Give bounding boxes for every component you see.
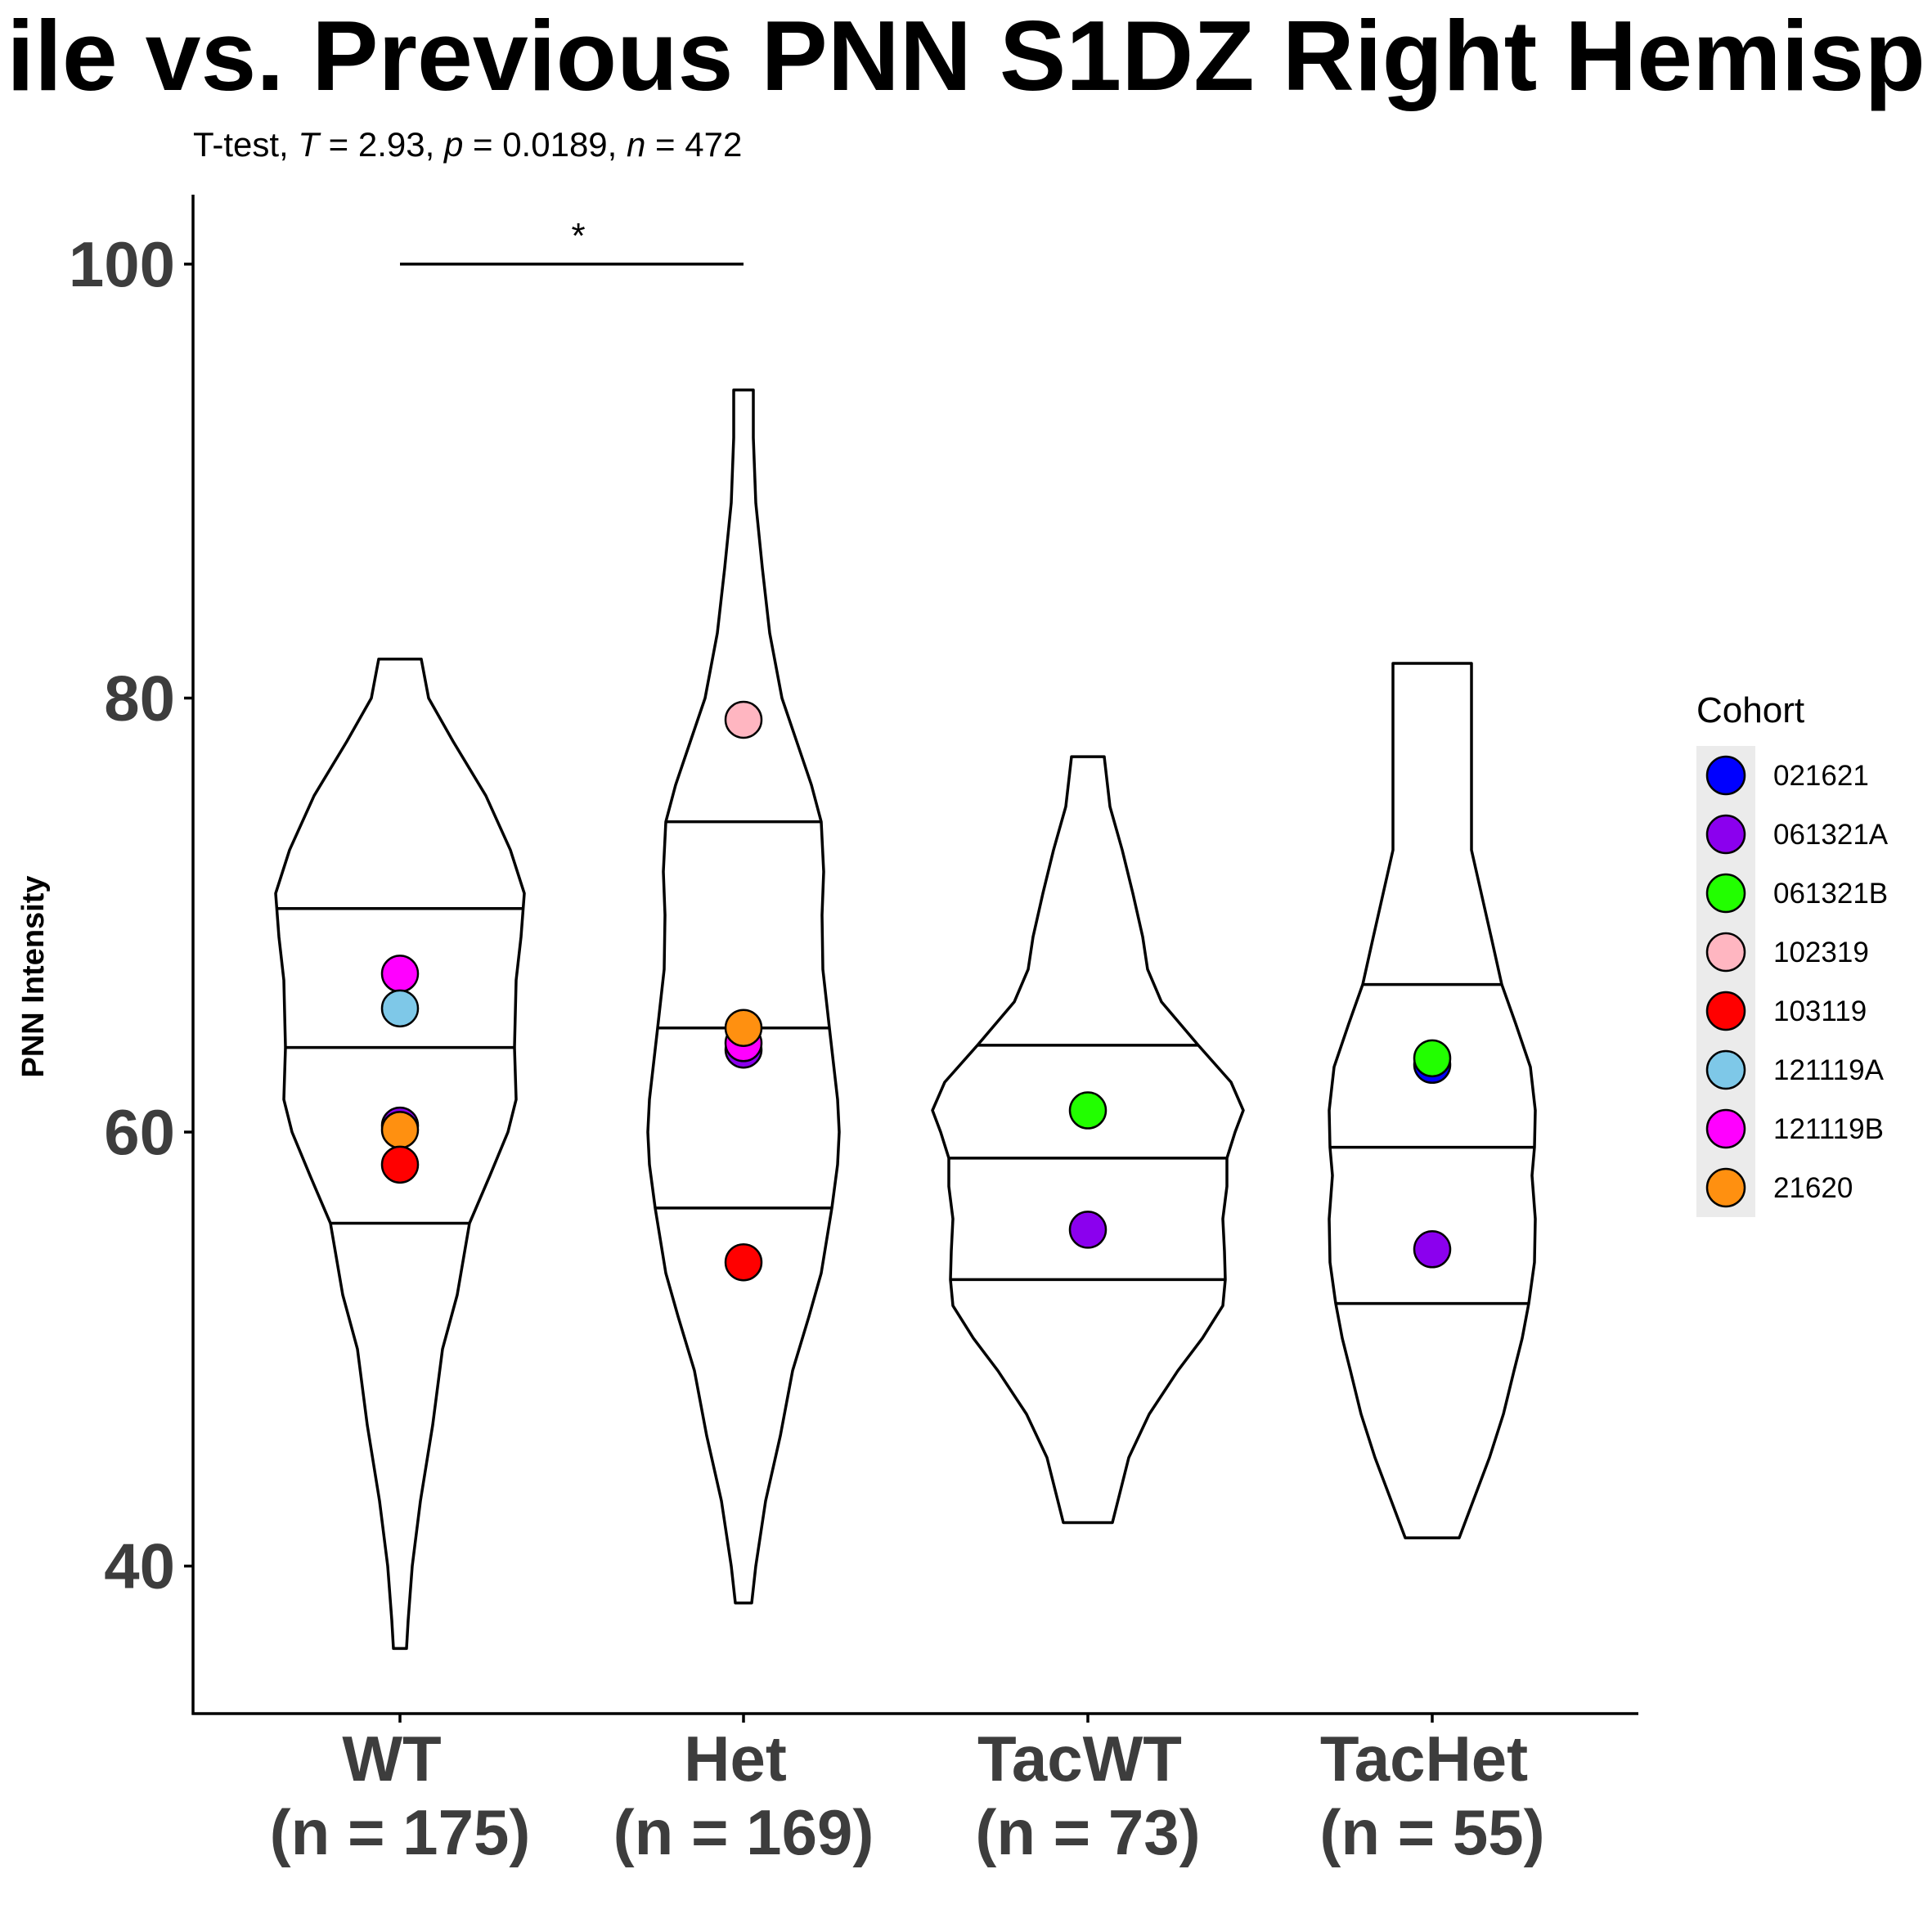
x-tick-count-TacHet: (n = 55) bbox=[1319, 1796, 1544, 1868]
chart-subtitle: T-test, T = 2.93, p = 0.0189, n = 472 bbox=[193, 125, 742, 164]
x-tick-label-TacWT: TacWT bbox=[977, 1723, 1182, 1795]
point-TacHet-061321B bbox=[1413, 1039, 1452, 1078]
x-tick-count-Het: (n = 169) bbox=[613, 1796, 874, 1868]
points-layer bbox=[380, 700, 1452, 1282]
violins-layer bbox=[274, 389, 1537, 1651]
point-TacWT-061321A bbox=[1068, 1211, 1108, 1249]
subtitle-t-symbol: T bbox=[298, 125, 321, 164]
violin-outline-TacHet bbox=[1328, 662, 1537, 1539]
legend-label-061321A: 061321A bbox=[1773, 819, 1889, 851]
legend-label-102319: 102319 bbox=[1773, 937, 1869, 968]
x-tick-count-TacWT: (n = 73) bbox=[975, 1796, 1200, 1868]
legend-swatch-21620 bbox=[1705, 1167, 1746, 1208]
legend-label-021621: 021621 bbox=[1773, 760, 1869, 792]
violin-TacHet bbox=[1328, 662, 1537, 1539]
subtitle-p-value: = 0.0189, bbox=[463, 125, 627, 164]
legend: Cohort 021621 061321A 061321B 102319 103119 12… bbox=[1696, 690, 1889, 1217]
legend-swatch-061321A bbox=[1705, 814, 1746, 855]
point-Het-102319 bbox=[724, 700, 763, 739]
point-WT-121119B bbox=[380, 955, 420, 993]
chart-title: ile vs. Previous PNN S1DZ Right Hemisp bbox=[7, 0, 1925, 111]
subtitle-t-value: = 2.93, bbox=[319, 125, 444, 164]
violin-outline-TacWT bbox=[931, 755, 1245, 1525]
subtitle-n-symbol: n bbox=[627, 125, 645, 164]
y-tick-label-80: 80 bbox=[104, 662, 175, 734]
violin-TacWT bbox=[931, 755, 1245, 1525]
x-tick-label-Het: Het bbox=[684, 1723, 787, 1795]
y-axis-label: PNN Intensity bbox=[16, 875, 51, 1077]
y-tick-label-100: 100 bbox=[69, 228, 175, 300]
x-tick-count-WT: (n = 175) bbox=[270, 1796, 531, 1868]
violin-Het bbox=[646, 389, 841, 1605]
legend-title: Cohort bbox=[1696, 690, 1804, 730]
point-Het-103119 bbox=[724, 1242, 763, 1282]
legend-swatch-103119 bbox=[1705, 991, 1746, 1031]
point-Het-21620 bbox=[724, 1009, 763, 1047]
legend-swatch-021621 bbox=[1705, 755, 1746, 796]
legend-label-103119: 103119 bbox=[1773, 995, 1867, 1027]
x-tick-label-WT: WT bbox=[342, 1723, 441, 1795]
violin-outline-Het bbox=[646, 389, 841, 1605]
legend-swatch-061321B bbox=[1705, 873, 1746, 914]
subtitle-p-symbol: p bbox=[443, 125, 463, 164]
point-WT-103119 bbox=[380, 1145, 420, 1184]
legend-swatch-121119B bbox=[1705, 1108, 1746, 1149]
x-tick-label-TacHet: TacHet bbox=[1320, 1723, 1528, 1795]
subtitle-n-value: = 472 bbox=[645, 125, 742, 164]
legend-swatch-121119A bbox=[1705, 1049, 1746, 1090]
significance-label: * bbox=[571, 216, 585, 256]
point-TacHet-061321A bbox=[1413, 1230, 1452, 1269]
point-WT-121119A bbox=[380, 989, 420, 1028]
point-TacWT-061321B bbox=[1068, 1091, 1108, 1130]
point-WT-21620 bbox=[380, 1111, 420, 1149]
legend-label-061321B: 061321B bbox=[1773, 878, 1888, 910]
subtitle-test: T-test, bbox=[193, 125, 298, 164]
legend-swatch-102319 bbox=[1705, 932, 1746, 973]
legend-label-21620: 21620 bbox=[1773, 1172, 1853, 1204]
y-tick-label-60: 60 bbox=[104, 1096, 175, 1168]
legend-label-121119B: 121119B bbox=[1773, 1113, 1884, 1145]
legend-label-121119A: 121119A bbox=[1773, 1054, 1885, 1086]
y-tick-label-40: 40 bbox=[104, 1530, 175, 1602]
